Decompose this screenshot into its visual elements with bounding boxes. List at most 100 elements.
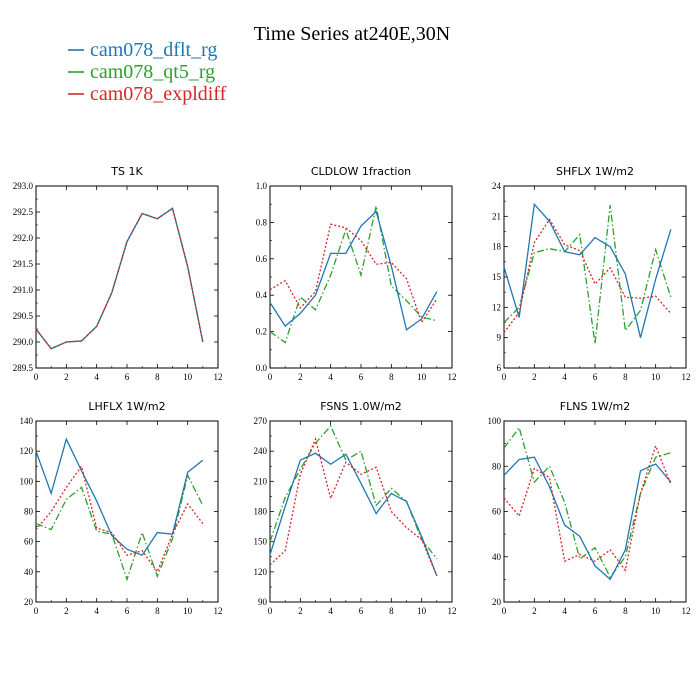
y-tick-label: 40 <box>492 552 502 562</box>
y-tick-label: 15 <box>492 272 502 282</box>
series-line-cam078_dflt_rg <box>503 456 672 581</box>
x-tick-label: 2 <box>532 606 537 616</box>
x-tick-label: 10 <box>417 372 427 382</box>
panels-grid: TS 1K0 2 4 6 8 10 12289.5290.0290.5291.0291.52… <box>13 165 691 616</box>
panel-title: FLNS 1W/m2 <box>560 400 630 413</box>
x-tick-label: 8 <box>155 372 160 382</box>
series-line-cam078_dflt_rg <box>35 437 204 557</box>
y-tick-label: 120 <box>254 567 268 577</box>
y-tick-label: 80 <box>492 461 502 471</box>
series-line-cam078_qt5_rg <box>503 426 672 579</box>
y-tick-label: 120 <box>20 446 34 456</box>
panel-title: CLDLOW 1fraction <box>311 165 411 178</box>
x-tick-label: 4 <box>562 372 567 382</box>
y-tick-label: 21 <box>492 211 501 221</box>
x-tick-label: 6 <box>359 372 364 382</box>
y-tick-label: 24 <box>492 181 502 191</box>
y-tick-label: 100 <box>488 416 502 426</box>
y-tick-label: 270 <box>254 416 268 426</box>
x-tick-label: 10 <box>651 606 661 616</box>
y-tick-label: 90 <box>258 597 268 607</box>
panel: FSNS 1.0W/m2 0 2 4 6 8 10 12 90 120 150 180 210 240 27… <box>254 400 457 616</box>
x-tick-label: 4 <box>328 372 333 382</box>
x-tick-label: 8 <box>389 606 394 616</box>
x-tick-label: 0 <box>34 372 39 382</box>
y-tick-label: 293.0 <box>13 181 34 191</box>
y-tick-label: 210 <box>254 476 268 486</box>
y-tick-label: 12 <box>492 302 501 312</box>
x-tick-label: 6 <box>359 606 364 616</box>
x-tick-label: 10 <box>651 372 661 382</box>
y-tick-label: 0.6 <box>256 254 268 264</box>
y-tick-label: 0.2 <box>256 327 267 337</box>
x-tick-label: 4 <box>328 606 333 616</box>
y-tick-label: 20 <box>492 597 502 607</box>
panel-title: SHFLX 1W/m2 <box>556 165 634 178</box>
series-line-cam078_qt5_rg <box>503 205 672 344</box>
x-tick-label: 10 <box>183 372 193 382</box>
y-tick-label: 140 <box>20 416 34 426</box>
x-tick-label: 0 <box>34 606 39 616</box>
y-tick-label: 180 <box>254 507 268 517</box>
y-tick-label: 60 <box>24 537 34 547</box>
y-tick-label: 20 <box>24 597 34 607</box>
x-tick-label: 8 <box>623 606 628 616</box>
legend-label: cam078_dflt_rg <box>90 39 217 61</box>
y-tick-label: 0.4 <box>256 290 268 300</box>
x-tick-label: 2 <box>298 606 303 616</box>
x-tick-label: 6 <box>125 606 130 616</box>
x-tick-label: 4 <box>562 606 567 616</box>
x-tick-label: 2 <box>64 372 69 382</box>
x-tick-label: 8 <box>155 606 160 616</box>
x-tick-label: 12 <box>682 372 691 382</box>
series-line-cam078_dflt_rg <box>269 210 438 331</box>
y-tick-label: 289.5 <box>13 363 34 373</box>
panel-title: LHFLX 1W/m2 <box>88 400 165 413</box>
x-tick-label: 2 <box>532 372 537 382</box>
x-tick-label: 6 <box>593 372 598 382</box>
series-line-cam078_expldiff <box>269 223 438 324</box>
x-tick-label: 12 <box>214 606 223 616</box>
panel: FLNS 1W/m2 0 2 4 6 8 10 12 20 40 60 80 100 <box>488 400 691 616</box>
series-line-cam078_dflt_rg <box>503 202 672 338</box>
x-tick-label: 8 <box>623 372 628 382</box>
y-tick-label: 100 <box>20 476 34 486</box>
series-line-cam078_qt5_rg <box>269 424 438 560</box>
x-tick-label: 0 <box>502 606 507 616</box>
y-tick-label: 0.0 <box>256 363 268 373</box>
x-tick-label: 2 <box>298 372 303 382</box>
y-tick-label: 292.5 <box>13 207 34 217</box>
y-tick-label: 291.0 <box>13 285 34 295</box>
x-tick-label: 12 <box>448 372 457 382</box>
legend: cam078_dflt_rgcam078_qt5_rgcam078_expldi… <box>68 39 227 105</box>
x-tick-label: 8 <box>389 372 394 382</box>
y-tick-label: 150 <box>254 537 268 547</box>
y-tick-label: 6 <box>497 363 502 373</box>
plot-frame <box>35 185 219 369</box>
panel: CLDLOW 1fraction 0 2 4 6 8 10 12 0.0 0.2 0.4 0.6 0.8… <box>256 165 457 382</box>
x-tick-label: 10 <box>417 606 427 616</box>
x-tick-label: 12 <box>448 606 457 616</box>
figure-title: Time Series at240E,30N <box>254 23 450 45</box>
x-tick-label: 6 <box>125 372 130 382</box>
y-tick-label: 240 <box>254 446 268 456</box>
x-tick-label: 0 <box>502 372 507 382</box>
series-line-cam078_expldiff <box>503 443 672 572</box>
panel-title: TS 1K <box>110 165 143 178</box>
panel-title: FSNS 1.0W/m2 <box>320 400 402 413</box>
series-line-cam078_expldiff <box>35 464 204 574</box>
y-tick-label: 60 <box>492 507 502 517</box>
y-tick-label: 290.0 <box>13 337 34 347</box>
panel: LHFLX 1W/m2 0 2 4 6 8 10 12 20 40 60 80 100 120 140 <box>20 400 223 616</box>
y-tick-label: 9 <box>497 333 502 343</box>
series-line-cam078_dflt_rg <box>269 452 438 577</box>
series-line-cam078_qt5_rg <box>269 205 437 344</box>
legend-label: cam078_expldiff <box>90 83 227 105</box>
legend-label: cam078_qt5_rg <box>90 61 215 83</box>
y-tick-label: 291.5 <box>13 259 34 269</box>
y-tick-label: 292.0 <box>13 233 34 243</box>
x-tick-label: 6 <box>593 606 598 616</box>
x-tick-label: 0 <box>268 606 273 616</box>
y-tick-label: 18 <box>492 242 502 252</box>
